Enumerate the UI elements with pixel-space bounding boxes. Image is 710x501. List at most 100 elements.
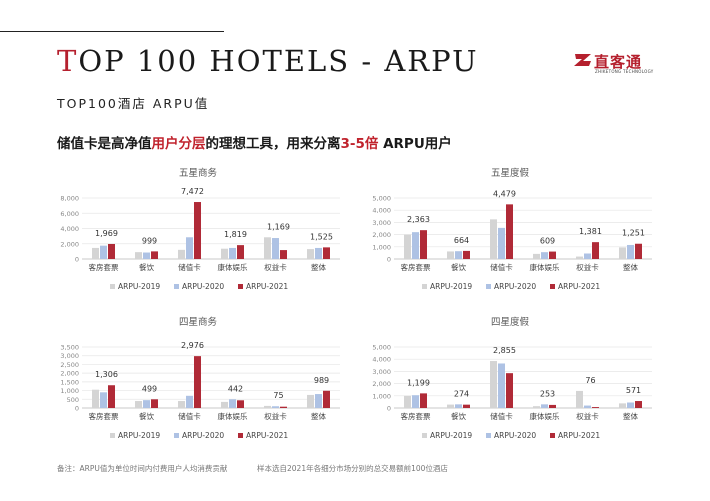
y-tick-label: 4,000: [372, 356, 391, 364]
data-label: 1,525: [310, 232, 333, 241]
data-label: 1,819: [224, 230, 247, 239]
bar-arpu-2021: [420, 393, 427, 408]
y-tick-label: 4,000: [372, 207, 391, 215]
logo-subtext: ZHIKETONG TECHNOLOGY: [595, 69, 654, 74]
bar-arpu-2021: [506, 373, 513, 408]
data-label: 442: [228, 384, 243, 393]
bar-arpu-2019: [447, 404, 454, 408]
bar-arpu-2020: [498, 227, 505, 259]
chart-title: 四星度假: [491, 316, 530, 328]
x-tick-label: 客房套票: [89, 411, 119, 421]
bar-arpu-2019: [447, 251, 454, 259]
bar-arpu-2021: [151, 251, 158, 259]
bar-arpu-2020: [229, 247, 236, 259]
bar-arpu-2021: [635, 401, 642, 408]
y-tick-label: 3,000: [372, 219, 391, 227]
bar-arpu-2021: [463, 250, 470, 259]
y-tick-label: 0: [387, 405, 391, 413]
legend-label: ARPU-2021: [246, 431, 288, 440]
data-label: 1,199: [407, 378, 430, 387]
y-tick-label: 3,000: [60, 352, 79, 360]
y-tick-label: 5,000: [372, 344, 391, 352]
bar-arpu-2021: [280, 250, 287, 259]
data-label: 609: [540, 237, 555, 246]
bar-arpu-2020: [229, 399, 236, 408]
headline-highlight-multiple: 3-5倍: [340, 136, 379, 152]
bar-arpu-2021: [280, 406, 287, 408]
bar-arpu-2019: [135, 401, 142, 408]
bar-arpu-2019: [264, 405, 271, 408]
legend-label: ARPU-2019: [118, 282, 160, 291]
x-tick-label: 康体娱乐: [530, 262, 560, 272]
y-tick-label: 4,000: [60, 225, 79, 233]
legend-swatch: [110, 284, 115, 289]
bar-arpu-2020: [143, 400, 150, 408]
bar-arpu-2020: [186, 395, 193, 408]
x-tick-label: 整体: [311, 411, 326, 421]
bar-arpu-2020: [627, 402, 634, 408]
data-label: 1,306: [95, 370, 118, 379]
bar-arpu-2020: [272, 238, 279, 259]
bar-arpu-2019: [221, 248, 228, 259]
data-label: 999: [142, 236, 157, 245]
chart-five-star-resort: 五星度假 5,000 4,000 3,000 2,000 1,000 0 2,363 客房套票 6…: [360, 164, 660, 304]
bar-arpu-2019: [178, 401, 185, 408]
legend-label: ARPU-2021: [246, 282, 288, 291]
data-label: 571: [626, 386, 641, 395]
legend-label: ARPU-2021: [558, 431, 600, 440]
chart-title: 五星商务: [179, 167, 218, 179]
bar-arpu-2019: [619, 403, 626, 408]
bar-arpu-2019: [92, 389, 99, 408]
bar-arpu-2019: [404, 234, 411, 259]
x-tick-label: 康体娱乐: [530, 411, 560, 421]
chart-title: 五星度假: [491, 167, 530, 179]
bar-arpu-2019: [490, 219, 497, 259]
data-label: 664: [454, 236, 469, 245]
brand-logo: 直客通 ZHIKETONG TECHNOLOGY: [573, 50, 653, 74]
x-tick-label: 权益卡: [576, 262, 599, 272]
data-label: 76: [585, 376, 595, 385]
bar-arpu-2019: [135, 252, 142, 259]
logo-text: 直客通: [594, 53, 643, 71]
bar-arpu-2021: [549, 251, 556, 259]
bar-arpu-2019: [264, 237, 271, 259]
legend-swatch: [422, 284, 427, 289]
y-tick-label: 6,000: [60, 210, 79, 218]
bar-arpu-2021: [323, 390, 330, 408]
y-tick-label: 2,000: [60, 370, 79, 378]
bar-arpu-2021: [463, 404, 470, 408]
y-tick-label: 1,000: [372, 392, 391, 400]
data-label: 2,855: [493, 346, 516, 355]
x-tick-label: 餐饮: [139, 262, 154, 272]
headline-part3: 的理想工具，用来分离: [205, 136, 341, 152]
bar-arpu-2019: [307, 249, 314, 259]
y-tick-label: 1,500: [60, 378, 79, 386]
data-label: 7,472: [181, 187, 204, 196]
bar-arpu-2019: [221, 401, 228, 408]
y-tick-label: 8,000: [60, 195, 79, 203]
bar-arpu-2019: [619, 247, 626, 259]
bar-arpu-2021: [237, 400, 244, 408]
page-title: TOP 100 HOTELS - ARPU: [57, 44, 479, 78]
bar-arpu-2020: [541, 404, 548, 408]
x-tick-label: 储值卡: [178, 411, 201, 421]
bar-arpu-2021: [108, 385, 115, 408]
data-label: 989: [314, 376, 329, 385]
bar-arpu-2019: [576, 256, 583, 259]
title-rest: OP 100 HOTELS - ARPU: [78, 44, 479, 78]
bar-arpu-2020: [455, 404, 462, 408]
bar-arpu-2021: [194, 202, 201, 259]
chart-title: 四星商务: [179, 316, 218, 328]
bar-arpu-2021: [592, 242, 599, 259]
bar-arpu-2019: [404, 395, 411, 408]
bar-arpu-2019: [307, 394, 314, 408]
headline-part5: ARPU用户: [378, 136, 452, 152]
bar-arpu-2021: [635, 243, 642, 259]
x-tick-label: 权益卡: [264, 411, 287, 421]
legend-label: ARPU-2021: [558, 282, 600, 291]
legend-label: ARPU-2020: [182, 282, 224, 291]
page-subtitle: TOP100酒店 ARPU值: [57, 96, 210, 111]
y-tick-label: 5,000: [372, 195, 391, 203]
legend-label: ARPU-2019: [430, 282, 472, 291]
y-tick-label: 500: [67, 396, 79, 404]
